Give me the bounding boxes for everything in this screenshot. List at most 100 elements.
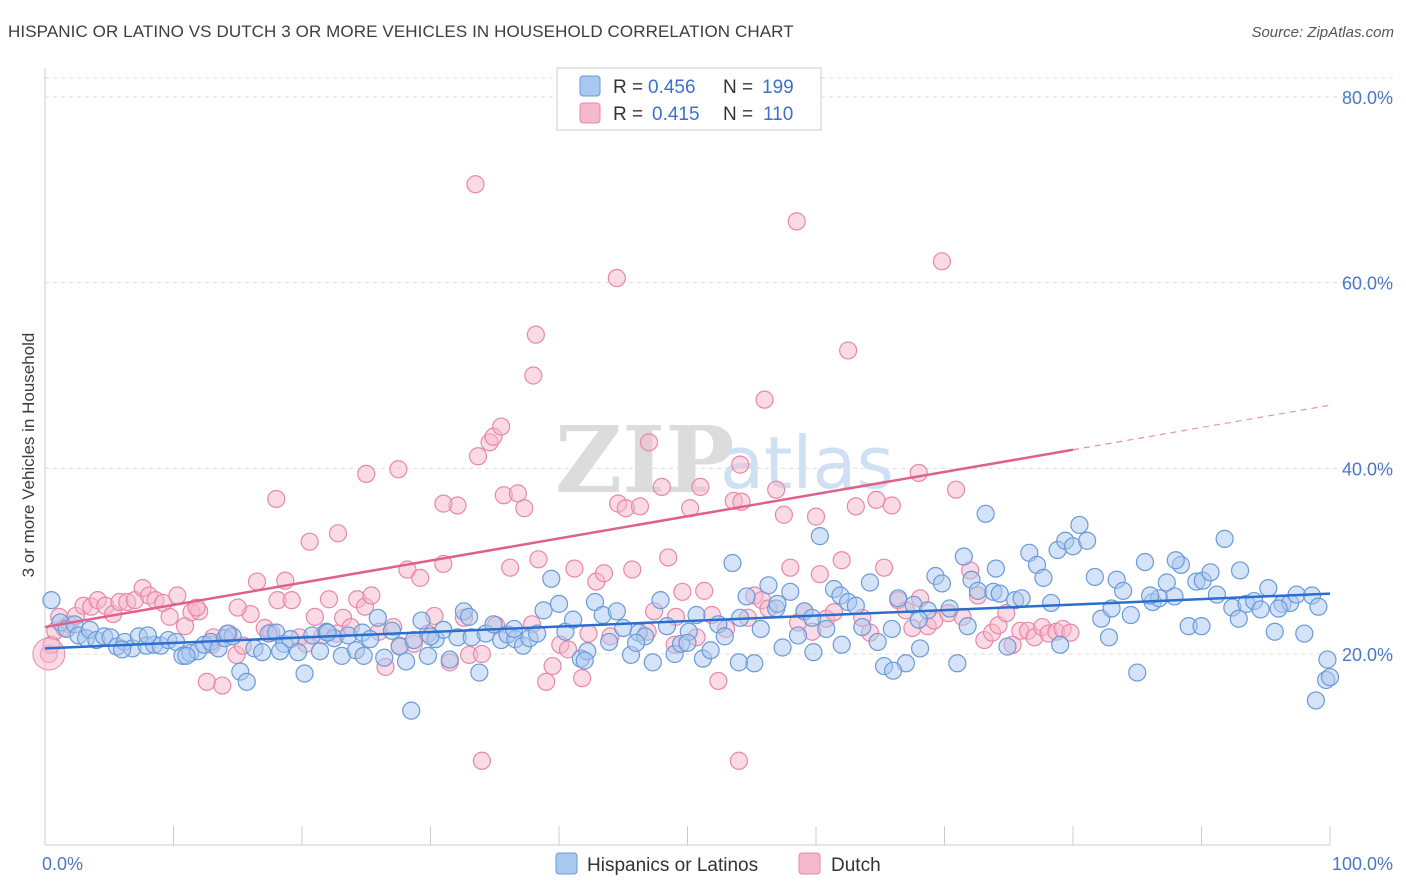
bottom-legend-swatch-pink (798, 852, 821, 875)
x-tick-label-min: 0.0% (42, 854, 83, 874)
hispanic-point (883, 661, 903, 680)
dutch-point (357, 464, 376, 484)
hispanic-point (745, 654, 764, 673)
legend-n-label-2: N = (723, 104, 753, 125)
legend-n-label-1: N = (723, 77, 753, 98)
legend-frame (556, 67, 822, 131)
hispanic-point (564, 610, 583, 629)
hispanic-point (1207, 585, 1227, 604)
dutch-point (787, 212, 806, 231)
watermark-zip: ZIP (555, 406, 734, 514)
dutch-point-large (32, 637, 66, 671)
dutch-point (946, 480, 966, 499)
hispanic-point (1295, 624, 1314, 643)
hispanic-point (1166, 551, 1185, 570)
dutch-point (529, 550, 548, 569)
hispanic-point (607, 602, 626, 621)
dutch-point (824, 603, 844, 622)
hispanic-point (1085, 567, 1104, 587)
hispanic-point (909, 610, 928, 629)
dutch-point (558, 640, 578, 659)
dutch-trend-line (44, 448, 1074, 629)
hispanic-point (542, 569, 561, 588)
hispanic-point (402, 701, 421, 720)
hispanic-point (759, 576, 778, 595)
legend-r-label-2: R = (613, 104, 643, 125)
hispanic-point (289, 643, 308, 662)
hispanic-point (804, 643, 823, 662)
hispanic-point (1192, 617, 1211, 636)
chart-source: Source: ZipAtlas.com (1251, 24, 1394, 41)
hispanic-point (1229, 609, 1248, 628)
dutch-point (472, 644, 491, 664)
hispanic-point (1230, 561, 1250, 580)
hispanic-point (657, 617, 677, 636)
dutch-point (468, 447, 488, 466)
hispanic-point (889, 589, 908, 608)
hispanic-point (368, 608, 387, 627)
tick-labels: 20.0% 40.0% 60.0% 80.0% 0.0% 100.0% (42, 88, 1393, 874)
dutch-point (630, 497, 650, 516)
chart-title: HISPANIC OR LATINO VS DUTCH 3 OR MORE VE… (8, 22, 794, 41)
hispanic-point (788, 626, 808, 645)
dutch-point (319, 590, 339, 609)
hispanic-point (998, 637, 1017, 656)
hispanic-point (1135, 552, 1155, 572)
legend-swatch-pink (579, 102, 601, 124)
dutch-point (197, 672, 217, 691)
hispanic-point (459, 607, 479, 626)
hispanic-point (990, 584, 1009, 603)
hispanic-point (1318, 650, 1337, 669)
dutch-point (389, 460, 408, 479)
legend-box: R = 0.456 N = 199 R = 0.415 N = 110 (556, 67, 822, 131)
dutch-point (774, 505, 793, 524)
hispanic-point (1215, 529, 1234, 548)
hispanic-point (817, 619, 836, 639)
hispanic-point (1034, 568, 1053, 587)
hispanic-point (729, 653, 749, 672)
dutch-point (832, 551, 851, 570)
hispanic-point (781, 582, 800, 601)
hispanic-point (910, 639, 930, 658)
dutch-point (652, 477, 671, 496)
hispanic-trend-line (44, 592, 1331, 650)
dutch-point (187, 598, 206, 617)
dutch-point (472, 751, 491, 770)
dutch-point (305, 607, 324, 626)
dutch-point (213, 676, 232, 695)
dutch-point (247, 572, 267, 591)
hispanic-point (421, 627, 440, 646)
dutch-point (731, 455, 750, 474)
dutch-point (882, 496, 901, 515)
hispanic-point (768, 594, 787, 613)
hispanic-point (177, 646, 196, 665)
dutch-point (867, 490, 886, 509)
dutch-point (767, 480, 786, 499)
dutch-point (579, 624, 598, 643)
hispanic-point (528, 624, 547, 643)
dutch-point (300, 532, 319, 551)
legend-swatch-blue (579, 75, 601, 97)
dutch-point (673, 582, 692, 601)
hispanic-point (626, 633, 646, 652)
dutch-point (411, 568, 430, 587)
hispanic-point (318, 623, 337, 642)
hispanic-point (218, 624, 237, 643)
hispanic-point (418, 646, 438, 665)
dutch-point (997, 604, 1016, 623)
hispanic-point (354, 646, 373, 665)
hispanic-point (295, 664, 314, 683)
hispanic-point (751, 619, 770, 639)
dutch-point (639, 433, 659, 452)
dutch-point (1061, 623, 1080, 642)
dutch-point (328, 524, 348, 543)
hispanic-point (1320, 668, 1340, 687)
hispanic-point (1012, 589, 1031, 608)
dutch-point (695, 581, 714, 600)
dutch-point (526, 325, 545, 344)
axes-layer (44, 68, 1331, 846)
hispanic-point (723, 553, 742, 573)
hispanic-point (954, 547, 973, 566)
dutch-point (839, 341, 858, 360)
hispanic-points (42, 504, 1340, 720)
